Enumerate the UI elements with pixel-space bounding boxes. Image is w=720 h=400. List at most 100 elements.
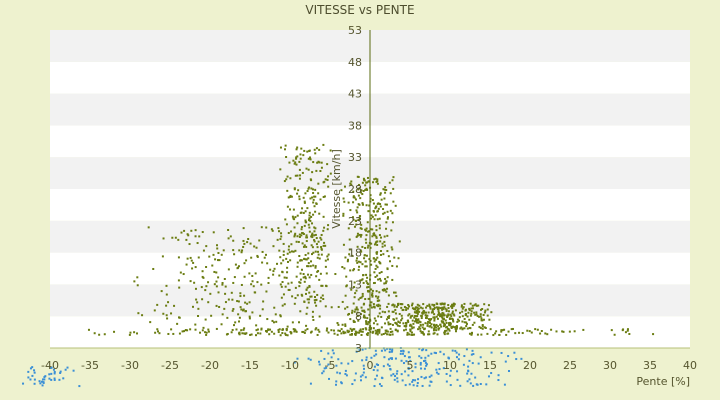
data-point <box>317 182 320 185</box>
data-point <box>380 326 383 329</box>
data-point <box>53 372 56 375</box>
data-point <box>227 237 230 240</box>
data-point <box>424 314 427 317</box>
data-point <box>194 229 197 232</box>
data-point <box>500 330 503 333</box>
data-point <box>309 219 312 222</box>
data-point <box>384 289 387 292</box>
data-point <box>458 353 461 356</box>
data-point <box>215 327 218 330</box>
data-point <box>310 295 313 298</box>
data-point <box>344 372 347 375</box>
data-point <box>628 332 631 335</box>
data-point <box>310 244 313 247</box>
data-point <box>474 313 477 316</box>
data-point <box>479 315 482 318</box>
data-point <box>439 323 442 326</box>
data-point <box>136 276 139 279</box>
data-point <box>205 266 208 269</box>
data-point <box>306 298 309 301</box>
data-point <box>344 294 347 297</box>
data-point <box>447 356 450 359</box>
data-point <box>468 332 471 335</box>
data-point <box>342 214 345 217</box>
data-point <box>350 180 353 183</box>
data-point <box>296 357 299 360</box>
data-point <box>407 320 410 323</box>
data-point <box>371 331 374 334</box>
x-tick-label: 15 <box>483 359 497 372</box>
data-point <box>386 363 389 366</box>
data-point <box>216 247 219 250</box>
data-point <box>432 316 435 319</box>
data-point <box>325 285 328 288</box>
data-point <box>475 313 478 316</box>
data-point <box>212 253 215 256</box>
data-point <box>304 329 307 332</box>
data-point <box>218 305 221 308</box>
data-point <box>378 224 381 227</box>
data-point <box>320 238 323 241</box>
data-point <box>416 312 419 315</box>
data-point <box>386 305 389 308</box>
data-point <box>456 370 459 373</box>
data-point <box>50 372 53 375</box>
data-point <box>272 273 275 276</box>
data-point <box>488 318 491 321</box>
data-point <box>204 318 207 321</box>
data-point <box>422 323 425 326</box>
data-point <box>301 171 304 174</box>
data-point <box>147 226 150 229</box>
data-point <box>379 192 382 195</box>
data-point <box>198 235 201 238</box>
data-point <box>483 311 486 314</box>
data-point <box>262 300 265 303</box>
data-point <box>436 333 439 336</box>
data-point <box>378 330 381 333</box>
data-point <box>312 318 315 321</box>
data-point <box>414 362 417 365</box>
data-point <box>473 321 476 324</box>
data-point <box>374 258 377 261</box>
data-point <box>521 332 524 335</box>
data-point <box>162 237 165 240</box>
data-point <box>484 309 487 312</box>
data-point <box>315 243 318 246</box>
data-point <box>403 325 406 328</box>
data-point <box>329 149 332 152</box>
data-point <box>243 275 246 278</box>
data-point <box>233 324 236 327</box>
data-point <box>354 332 357 335</box>
data-point <box>297 240 300 243</box>
data-point <box>308 186 311 189</box>
data-point <box>404 370 407 373</box>
data-point <box>356 261 359 264</box>
y-tick-label: 28 <box>348 183 362 196</box>
data-point <box>256 255 259 258</box>
data-point <box>330 356 333 359</box>
data-point <box>299 259 302 262</box>
data-point <box>455 356 458 359</box>
data-point <box>160 290 163 293</box>
data-point <box>482 318 485 321</box>
data-point <box>442 367 445 370</box>
data-point <box>300 259 303 262</box>
data-point <box>364 265 367 268</box>
data-point <box>450 315 453 318</box>
data-point <box>293 162 296 165</box>
data-point <box>411 307 414 310</box>
data-point <box>329 172 332 175</box>
data-point <box>190 229 193 232</box>
data-point <box>472 353 475 356</box>
data-point <box>318 330 321 333</box>
data-point <box>255 324 258 327</box>
data-point <box>327 253 330 256</box>
data-point <box>427 333 430 336</box>
data-point <box>322 181 325 184</box>
data-point <box>271 229 274 232</box>
data-point <box>349 209 352 212</box>
data-point <box>247 237 250 240</box>
data-point <box>385 203 388 206</box>
data-point <box>400 319 403 322</box>
data-point <box>31 366 34 369</box>
